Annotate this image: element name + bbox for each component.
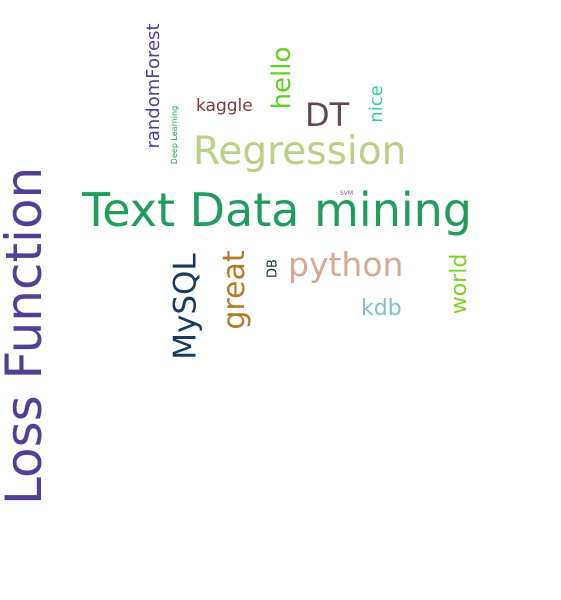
word-world: world	[447, 253, 472, 315]
word-dt: DT	[305, 96, 350, 134]
word-svm: SVM	[340, 190, 354, 197]
word-kdb: kdb	[361, 296, 402, 321]
word-mysql: MySQL	[167, 253, 204, 360]
word-hello: hello	[267, 46, 297, 110]
word-text-data-mining: Text Data mining	[82, 183, 472, 237]
word-random-forest: randomForest	[143, 23, 164, 149]
word-python: python	[288, 245, 404, 284]
word-great: great	[217, 250, 252, 330]
word-loss-function: Loss Function	[0, 166, 53, 505]
word-db: DB	[265, 259, 281, 278]
word-deep-learning: Deep Learning	[170, 105, 179, 165]
word-regression: Regression	[193, 129, 407, 174]
word-kaggle: kaggle	[196, 96, 253, 116]
word-nice: nice	[366, 85, 387, 123]
